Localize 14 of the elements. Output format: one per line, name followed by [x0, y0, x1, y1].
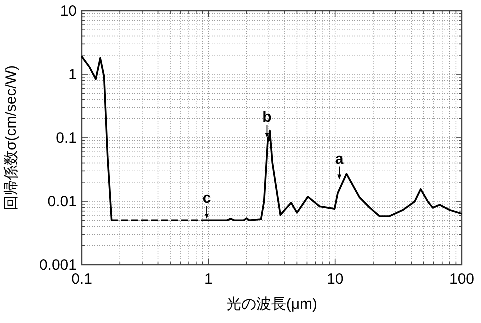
- y-axis-title: 回帰係数σ(cm/sec/W): [3, 65, 20, 211]
- y-tick-label: 0.01: [48, 194, 77, 210]
- x-tick-label: 1: [204, 271, 213, 288]
- y-tick-label: 0.001: [39, 257, 77, 274]
- y-tick-label: 1: [68, 66, 77, 84]
- x-tick-label: 10: [326, 271, 344, 288]
- annotation: a: [335, 150, 344, 168]
- annotation: b: [262, 109, 272, 126]
- y-tick-label: 10: [60, 3, 77, 20]
- x-axis-title: 光の波長(μm): [226, 296, 318, 313]
- x-tick-label: 0.1: [72, 271, 92, 288]
- annotation: c: [202, 190, 212, 208]
- y-tick-label: 0.1: [56, 130, 77, 147]
- x-tick-label: 100: [449, 271, 475, 288]
